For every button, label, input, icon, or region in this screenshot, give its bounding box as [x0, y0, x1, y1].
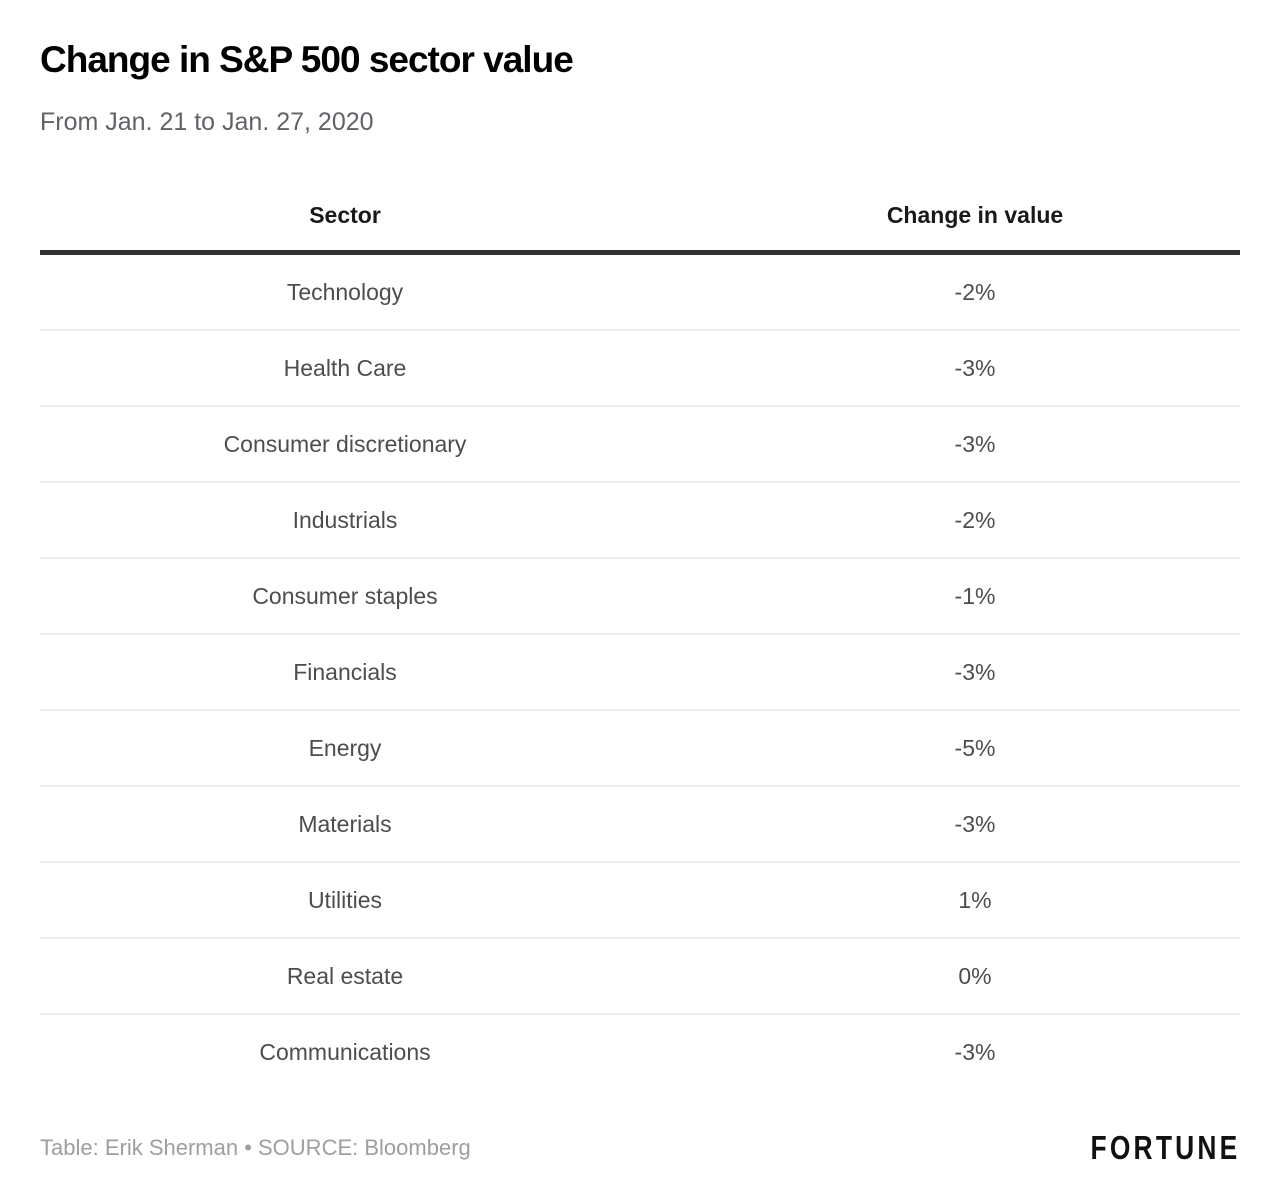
table-row: Consumer discretionary -3%: [40, 407, 1240, 484]
sector-cell: Health Care: [283, 354, 407, 381]
table-row: Communications -3%: [40, 1015, 1240, 1089]
sector-change-table: Sector Change in value Technology -2% He…: [40, 180, 1240, 1089]
value-cell: -1%: [954, 582, 996, 609]
table-row: Technology -2%: [40, 255, 1240, 332]
page-subtitle: From Jan. 21 to Jan. 27, 2020: [40, 107, 374, 136]
sector-cell: Industrials: [292, 506, 398, 533]
sector-cell: Communications: [259, 1038, 431, 1065]
value-cell: -3%: [954, 354, 996, 381]
column-header-change-in-value: Change in value: [886, 201, 1064, 228]
page-title: Change in S&P 500 sector value: [40, 39, 574, 80]
table-row: Materials -3%: [40, 787, 1240, 864]
footer: Table: Erik Sherman • SOURCE: Bloomberg …: [40, 1129, 1240, 1167]
attribution-text: Table: Erik Sherman • SOURCE: Bloomberg: [40, 1135, 471, 1161]
table-row: Health Care -3%: [40, 331, 1240, 408]
value-cell: -3%: [954, 430, 996, 457]
table-row: Financials -3%: [40, 635, 1240, 712]
fortune-logo: FORTUNE: [1090, 1129, 1240, 1167]
sector-cell: Financials: [293, 658, 397, 685]
value-cell: 0%: [958, 962, 992, 989]
value-cell: -3%: [954, 1038, 996, 1065]
table-row: Real estate 0%: [40, 939, 1240, 1016]
table-row: Consumer staples -1%: [40, 559, 1240, 636]
value-cell: -2%: [954, 506, 996, 533]
sector-cell: Materials: [298, 810, 392, 837]
sector-cell: Energy: [308, 734, 382, 761]
value-cell: -3%: [954, 658, 996, 685]
value-cell: -2%: [954, 278, 996, 305]
value-cell: 1%: [958, 886, 992, 913]
sector-cell: Real estate: [286, 962, 404, 989]
value-cell: -5%: [954, 734, 996, 761]
column-header-sector: Sector: [309, 201, 381, 228]
sector-cell: Utilities: [307, 886, 383, 913]
table-header-row: Sector Change in value: [40, 180, 1240, 256]
table-row: Industrials -2%: [40, 483, 1240, 560]
sector-cell: Consumer staples: [252, 582, 438, 609]
value-cell: -3%: [954, 810, 996, 837]
table-row: Energy -5%: [40, 711, 1240, 788]
table-row: Utilities 1%: [40, 863, 1240, 940]
sector-cell: Consumer discretionary: [223, 430, 467, 457]
sector-cell: Technology: [286, 278, 404, 305]
